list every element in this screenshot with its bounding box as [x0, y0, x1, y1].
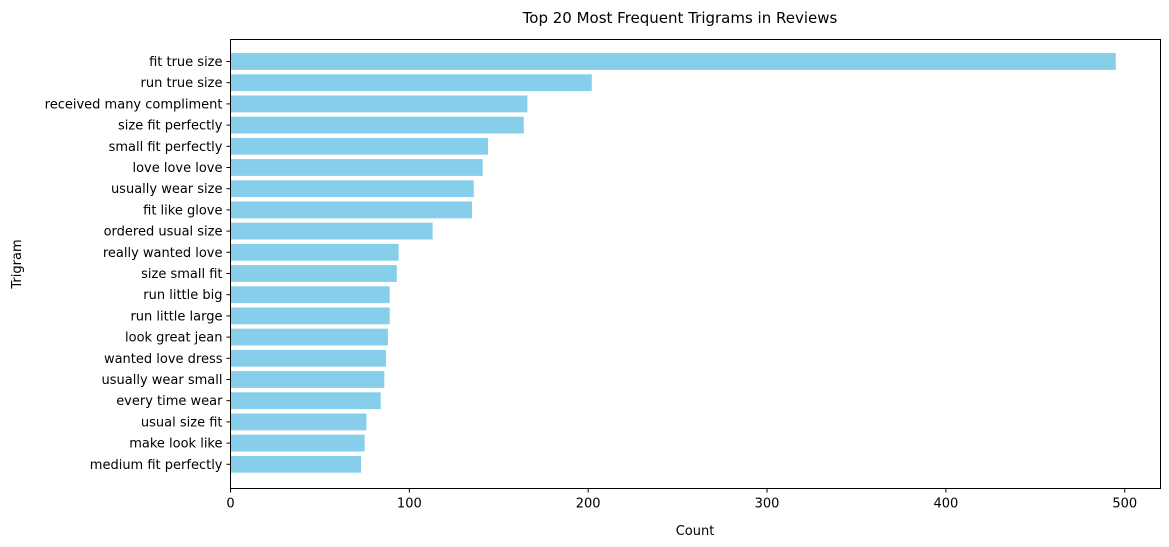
- bar: [230, 137, 489, 155]
- y-tick-label: every time wear: [116, 394, 223, 409]
- bar: [230, 392, 381, 410]
- y-tick-label: run true size: [141, 76, 223, 91]
- y-tick-label: wanted love dress: [104, 352, 223, 367]
- y-tick-label: really wanted love: [103, 246, 223, 261]
- bar: [230, 222, 433, 240]
- x-tick-label: 400: [933, 497, 958, 512]
- y-tick-label: received many compliment: [45, 97, 223, 112]
- bar: [230, 201, 472, 219]
- bar: [230, 243, 399, 261]
- bar: [230, 159, 483, 176]
- y-tick-label: usually wear small: [102, 373, 223, 388]
- y-axis-label: Trigram: [10, 239, 25, 289]
- bar: [230, 180, 474, 198]
- bar: [230, 53, 1116, 70]
- bars-group: [230, 53, 1116, 473]
- bar: [230, 434, 365, 452]
- y-tick-label: small fit perfectly: [109, 140, 223, 155]
- x-tick-label: 500: [1112, 497, 1137, 512]
- bar: [230, 413, 367, 431]
- bar: [230, 286, 390, 304]
- bar: [230, 265, 397, 282]
- y-tick-label: size small fit: [141, 267, 222, 282]
- y-tick-label: make look like: [129, 437, 222, 452]
- y-tick-label: look great jean: [125, 331, 223, 346]
- chart-title: Top 20 Most Frequent Trigrams in Reviews: [522, 9, 838, 27]
- bar: [230, 116, 524, 134]
- x-tick-label: 0: [226, 497, 234, 512]
- y-tick-label: love love love: [132, 161, 222, 176]
- x-axis-label: Count: [676, 524, 715, 539]
- y-tick-label: medium fit perfectly: [90, 458, 223, 473]
- x-tick-label: 100: [397, 497, 422, 512]
- plot-frame: [230, 39, 1161, 489]
- y-tick-label: run little big: [143, 288, 222, 303]
- y-tick-label: size fit perfectly: [118, 119, 223, 134]
- bar: [230, 328, 388, 346]
- y-tick-label: fit true size: [149, 55, 222, 70]
- y-tick-labels: fit true size run true size received many …: [45, 55, 231, 473]
- bar: [230, 95, 528, 113]
- bar: [230, 74, 592, 92]
- bar: [230, 371, 385, 388]
- x-tick-label: 300: [755, 497, 780, 512]
- y-tick-label: fit like glove: [143, 203, 222, 218]
- y-tick-label: usual size fit: [141, 415, 223, 430]
- y-tick-label: usually wear size: [111, 182, 223, 197]
- y-tick-label: run little large: [130, 309, 222, 324]
- x-tick-label: 200: [576, 497, 601, 512]
- bar: [230, 455, 362, 473]
- bar: [230, 349, 387, 367]
- bar: [230, 307, 390, 325]
- y-tick-label: ordered usual size: [104, 225, 223, 240]
- x-axis: 0 100 200 300 400 500: [226, 488, 1137, 512]
